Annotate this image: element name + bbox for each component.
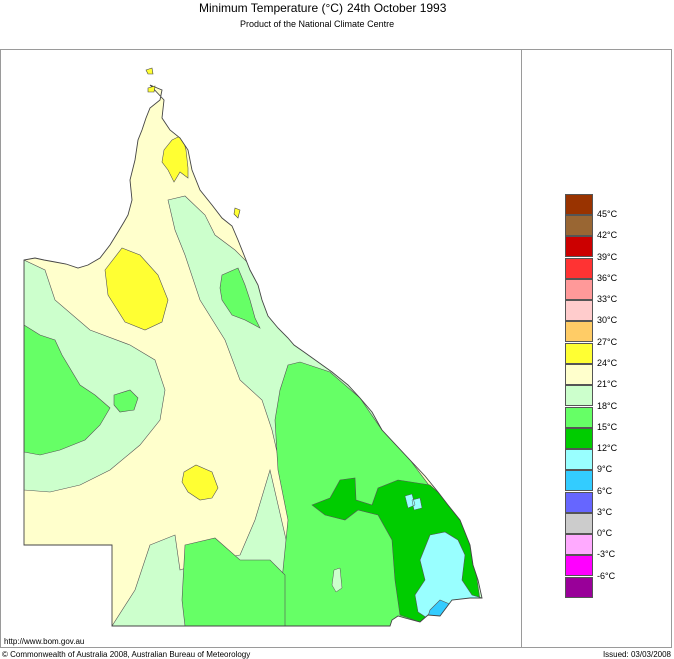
legend-label: 24°C xyxy=(597,358,618,368)
temperature-map xyxy=(23,67,483,627)
legend-label: 0°C xyxy=(597,528,613,538)
copyright-notice: © Commonwealth of Australia 2008, Austra… xyxy=(2,650,251,659)
legend-label: 33°C xyxy=(597,294,618,304)
legend-swatch xyxy=(565,428,593,449)
legend-label: 45°C xyxy=(597,209,618,219)
band-18-21-islet xyxy=(331,567,343,593)
legend-swatch xyxy=(565,194,593,215)
legend-swatch xyxy=(565,321,593,342)
issued-date: Issued: 03/03/2008 xyxy=(602,650,671,659)
legend-label: 36°C xyxy=(597,273,618,283)
legend-swatch xyxy=(565,343,593,364)
band-9-12-lakes xyxy=(404,493,423,511)
legend-label: 30°C xyxy=(597,315,618,325)
legend-label: 39°C xyxy=(597,252,618,262)
legend-swatch xyxy=(565,534,593,555)
legend-swatch xyxy=(565,279,593,300)
band-15-18-north-east xyxy=(219,267,261,329)
legend-label: 6°C xyxy=(597,486,613,496)
band-24-27-central xyxy=(181,464,219,501)
legend-swatch xyxy=(565,236,593,257)
band-15-18-south xyxy=(181,537,286,626)
legend-label: 27°C xyxy=(597,337,618,347)
legend-swatch xyxy=(565,385,593,406)
legend-label: 3°C xyxy=(597,507,613,517)
torres-islands xyxy=(145,67,156,93)
map-frame xyxy=(0,49,672,648)
title-text: Minimum Temperature (°C) xyxy=(199,1,343,15)
legend-label: 42°C xyxy=(597,230,618,240)
legend-swatch xyxy=(565,258,593,279)
title-date: 24th October 1993 xyxy=(347,1,447,15)
subtitle: Product of the National Climate Centre xyxy=(240,19,395,29)
legend-swatch xyxy=(565,300,593,321)
legend-label: 21°C xyxy=(597,379,618,389)
legend-label: 12°C xyxy=(597,443,618,453)
band-24-27-gulf xyxy=(104,247,169,331)
coastal-islet xyxy=(233,207,241,219)
band-15-18-west xyxy=(24,324,111,456)
legend-swatch xyxy=(565,555,593,576)
legend-swatch xyxy=(565,577,593,598)
legend-swatch xyxy=(565,513,593,534)
legend-swatch xyxy=(565,470,593,491)
legend-swatch xyxy=(565,449,593,470)
legend-label: 18°C xyxy=(597,401,618,411)
legend-swatch xyxy=(565,215,593,236)
legend-label: 9°C xyxy=(597,464,613,474)
legend-swatch xyxy=(565,407,593,428)
legend-label: -6°C xyxy=(597,571,616,581)
legend-separator xyxy=(521,49,522,648)
legend-swatch xyxy=(565,492,593,513)
source-link[interactable]: http://www.bom.gov.au xyxy=(4,637,85,646)
legend-label: -3°C xyxy=(597,549,616,559)
band-15-18-islet xyxy=(113,389,139,413)
legend-label: 15°C xyxy=(597,422,618,432)
legend-swatch xyxy=(565,364,593,385)
